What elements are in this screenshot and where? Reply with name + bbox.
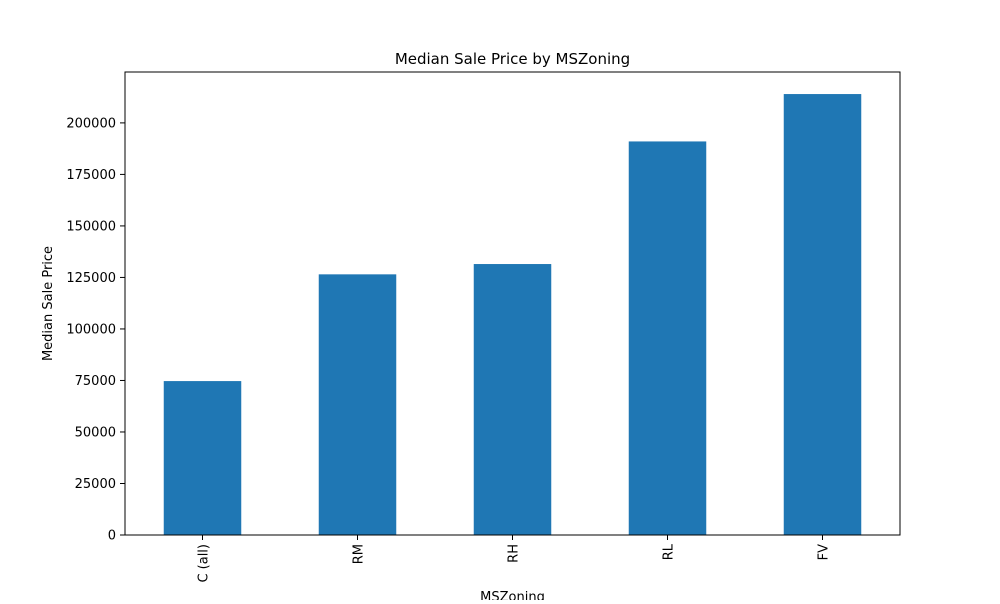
y-tick-label: 50000	[75, 425, 116, 440]
bar-c-all	[163, 381, 242, 535]
x-tick-label: RH	[507, 544, 522, 563]
bars-group	[163, 94, 862, 536]
chart-title: Median Sale Price by MSZoning	[395, 50, 630, 68]
bar-rh	[473, 264, 552, 535]
y-tick-label: 175000	[66, 168, 116, 183]
y-tick-label: 25000	[75, 477, 116, 492]
bar-rl	[628, 141, 707, 535]
x-tick-label: FV	[817, 544, 832, 560]
y-tick-label: 100000	[66, 322, 116, 337]
y-tick-label: 150000	[66, 219, 116, 234]
x-tick-label: RM	[352, 544, 367, 564]
x-tick-label: RL	[662, 543, 677, 560]
x-tick-label: C (all)	[197, 544, 212, 583]
y-tick-label: 75000	[75, 374, 116, 389]
bar-rm	[318, 274, 397, 535]
bar-fv	[783, 94, 862, 536]
ticks-group: 0 25000 50000 75000 100000 125000 150000 175000…	[66, 116, 831, 582]
x-axis-label: MSZoning	[480, 590, 545, 600]
y-tick-label: 200000	[66, 116, 116, 131]
y-tick-label: 125000	[66, 271, 116, 286]
y-axis-label: Median Sale Price	[41, 246, 56, 361]
y-tick-label: 0	[108, 529, 116, 544]
